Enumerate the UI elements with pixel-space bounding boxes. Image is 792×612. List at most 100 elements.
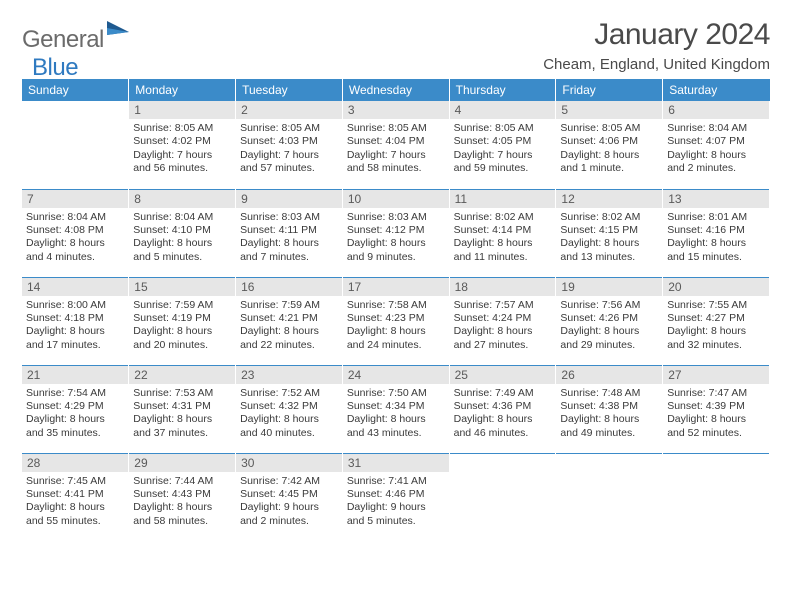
sunset-line: Sunset: 4:26 PM (560, 312, 658, 325)
daylight-line: Daylight: 8 hours and 29 minutes. (560, 325, 658, 352)
sunrise-line: Sunrise: 8:04 AM (26, 211, 124, 224)
day-info: Sunrise: 8:04 AMSunset: 4:07 PMDaylight:… (667, 122, 765, 176)
sunset-line: Sunset: 4:46 PM (347, 488, 445, 501)
day-number: 2 (236, 101, 342, 119)
day-info: Sunrise: 7:54 AMSunset: 4:29 PMDaylight:… (26, 387, 124, 441)
calendar-thead: SundayMondayTuesdayWednesdayThursdayFrid… (22, 79, 770, 101)
daylight-line: Daylight: 8 hours and 24 minutes. (347, 325, 445, 352)
sunset-line: Sunset: 4:45 PM (240, 488, 338, 501)
day-number: 26 (556, 366, 662, 384)
calendar-week-row: 21Sunrise: 7:54 AMSunset: 4:29 PMDayligh… (22, 365, 770, 453)
daylight-line: Daylight: 7 hours and 56 minutes. (133, 149, 231, 176)
calendar-page: General January 2024 Cheam, England, Uni… (0, 0, 792, 541)
brand-text-blue: Blue (32, 54, 78, 82)
sunset-line: Sunset: 4:03 PM (240, 135, 338, 148)
daylight-line: Daylight: 8 hours and 17 minutes. (26, 325, 124, 352)
sunset-line: Sunset: 4:41 PM (26, 488, 124, 501)
day-info: Sunrise: 7:58 AMSunset: 4:23 PMDaylight:… (347, 299, 445, 353)
day-number: 14 (22, 278, 128, 296)
sunrise-line: Sunrise: 8:05 AM (560, 122, 658, 135)
day-info: Sunrise: 8:05 AMSunset: 4:05 PMDaylight:… (454, 122, 552, 176)
calendar-day-cell (449, 453, 556, 541)
sunrise-line: Sunrise: 7:55 AM (667, 299, 765, 312)
calendar-day-cell: 11Sunrise: 8:02 AMSunset: 4:14 PMDayligh… (449, 189, 556, 277)
daylight-line: Daylight: 8 hours and 2 minutes. (667, 149, 765, 176)
day-info: Sunrise: 8:04 AMSunset: 4:08 PMDaylight:… (26, 211, 124, 265)
day-info: Sunrise: 7:53 AMSunset: 4:31 PMDaylight:… (133, 387, 231, 441)
calendar-day-cell: 5Sunrise: 8:05 AMSunset: 4:06 PMDaylight… (556, 101, 663, 189)
day-info: Sunrise: 8:03 AMSunset: 4:12 PMDaylight:… (347, 211, 445, 265)
daylight-line: Daylight: 8 hours and 27 minutes. (454, 325, 552, 352)
daylight-line: Daylight: 8 hours and 46 minutes. (454, 413, 552, 440)
calendar-day-cell: 28Sunrise: 7:45 AMSunset: 4:41 PMDayligh… (22, 453, 129, 541)
day-info: Sunrise: 7:59 AMSunset: 4:21 PMDaylight:… (240, 299, 338, 353)
title-block: January 2024 Cheam, England, United King… (543, 18, 770, 73)
sunset-line: Sunset: 4:05 PM (454, 135, 552, 148)
sunrise-line: Sunrise: 8:05 AM (133, 122, 231, 135)
sunset-line: Sunset: 4:29 PM (26, 400, 124, 413)
calendar-day-cell: 8 Sunrise: 8:04 AMSunset: 4:10 PMDaylight… (129, 189, 236, 277)
page-header: General January 2024 Cheam, England, Uni… (22, 18, 770, 73)
day-header-row: SundayMondayTuesdayWednesdayThursdayFrid… (22, 79, 770, 101)
day-info: Sunrise: 8:04 AMSunset: 4:10 PMDaylight:… (133, 211, 231, 265)
day-number: 13 (663, 190, 769, 208)
sunrise-line: Sunrise: 8:04 AM (667, 122, 765, 135)
sunrise-line: Sunrise: 7:54 AM (26, 387, 124, 400)
day-info: Sunrise: 8:00 AMSunset: 4:18 PMDaylight:… (26, 299, 124, 353)
day-number: 21 (22, 366, 128, 384)
sunset-line: Sunset: 4:02 PM (133, 135, 231, 148)
calendar-day-cell: 12Sunrise: 8:02 AMSunset: 4:15 PMDayligh… (556, 189, 663, 277)
day-number: 15 (129, 278, 235, 296)
sunrise-line: Sunrise: 7:42 AM (240, 475, 338, 488)
day-info: Sunrise: 8:05 AMSunset: 4:04 PMDaylight:… (347, 122, 445, 176)
day-number: 20 (663, 278, 769, 296)
calendar-day-cell: 4 Sunrise: 8:05 AMSunset: 4:05 PMDaylight… (449, 101, 556, 189)
daylight-line: Daylight: 8 hours and 4 minutes. (26, 237, 124, 264)
sunset-line: Sunset: 4:16 PM (667, 224, 765, 237)
sunrise-line: Sunrise: 7:59 AM (133, 299, 231, 312)
brand-text-blue-wrap: Blue (32, 46, 78, 82)
day-info: Sunrise: 7:57 AMSunset: 4:24 PMDaylight:… (454, 299, 552, 353)
daylight-line: Daylight: 8 hours and 13 minutes. (560, 237, 658, 264)
day-number: 22 (129, 366, 235, 384)
sunset-line: Sunset: 4:23 PM (347, 312, 445, 325)
calendar-day-cell: 30Sunrise: 7:42 AMSunset: 4:45 PMDayligh… (236, 453, 343, 541)
daylight-line: Daylight: 8 hours and 40 minutes. (240, 413, 338, 440)
day-info: Sunrise: 7:48 AMSunset: 4:38 PMDaylight:… (560, 387, 658, 441)
day-number: 8 (129, 190, 235, 208)
daylight-line: Daylight: 8 hours and 49 minutes. (560, 413, 658, 440)
calendar-day-cell (22, 101, 129, 189)
sunset-line: Sunset: 4:21 PM (240, 312, 338, 325)
sunset-line: Sunset: 4:18 PM (26, 312, 124, 325)
sunrise-line: Sunrise: 8:04 AM (133, 211, 231, 224)
sunrise-line: Sunrise: 7:53 AM (133, 387, 231, 400)
calendar-day-cell: 23Sunrise: 7:52 AMSunset: 4:32 PMDayligh… (236, 365, 343, 453)
day-number: 4 (450, 101, 556, 119)
daylight-line: Daylight: 8 hours and 5 minutes. (133, 237, 231, 264)
day-header: Tuesday (236, 79, 343, 101)
sunrise-line: Sunrise: 8:02 AM (454, 211, 552, 224)
sunset-line: Sunset: 4:06 PM (560, 135, 658, 148)
day-info: Sunrise: 7:42 AMSunset: 4:45 PMDaylight:… (240, 475, 338, 529)
sunrise-line: Sunrise: 7:44 AM (133, 475, 231, 488)
day-number: 10 (343, 190, 449, 208)
day-info: Sunrise: 8:05 AMSunset: 4:03 PMDaylight:… (240, 122, 338, 176)
day-number: 9 (236, 190, 342, 208)
day-header: Sunday (22, 79, 129, 101)
calendar-day-cell: 27Sunrise: 7:47 AMSunset: 4:39 PMDayligh… (663, 365, 770, 453)
daylight-line: Daylight: 8 hours and 35 minutes. (26, 413, 124, 440)
calendar-day-cell: 1Sunrise: 8:05 AMSunset: 4:02 PMDaylight… (129, 101, 236, 189)
calendar-day-cell: 29Sunrise: 7:44 AMSunset: 4:43 PMDayligh… (129, 453, 236, 541)
calendar-day-cell: 14 Sunrise: 8:00 AMSunset: 4:18 PMDayligh… (22, 277, 129, 365)
calendar-day-cell: 18Sunrise: 7:57 AMSunset: 4:24 PMDayligh… (449, 277, 556, 365)
flag-icon (107, 21, 129, 44)
sunrise-line: Sunrise: 8:05 AM (454, 122, 552, 135)
daylight-line: Daylight: 8 hours and 43 minutes. (347, 413, 445, 440)
day-info: Sunrise: 8:01 AMSunset: 4:16 PMDaylight:… (667, 211, 765, 265)
calendar-day-cell: 20Sunrise: 7:55 AMSunset: 4:27 PMDayligh… (663, 277, 770, 365)
calendar-day-cell: 2 Sunrise: 8:05 AMSunset: 4:03 PMDaylight… (236, 101, 343, 189)
day-info: Sunrise: 7:56 AMSunset: 4:26 PMDaylight:… (560, 299, 658, 353)
sunset-line: Sunset: 4:07 PM (667, 135, 765, 148)
sunset-line: Sunset: 4:11 PM (240, 224, 338, 237)
day-info: Sunrise: 7:45 AMSunset: 4:41 PMDaylight:… (26, 475, 124, 529)
